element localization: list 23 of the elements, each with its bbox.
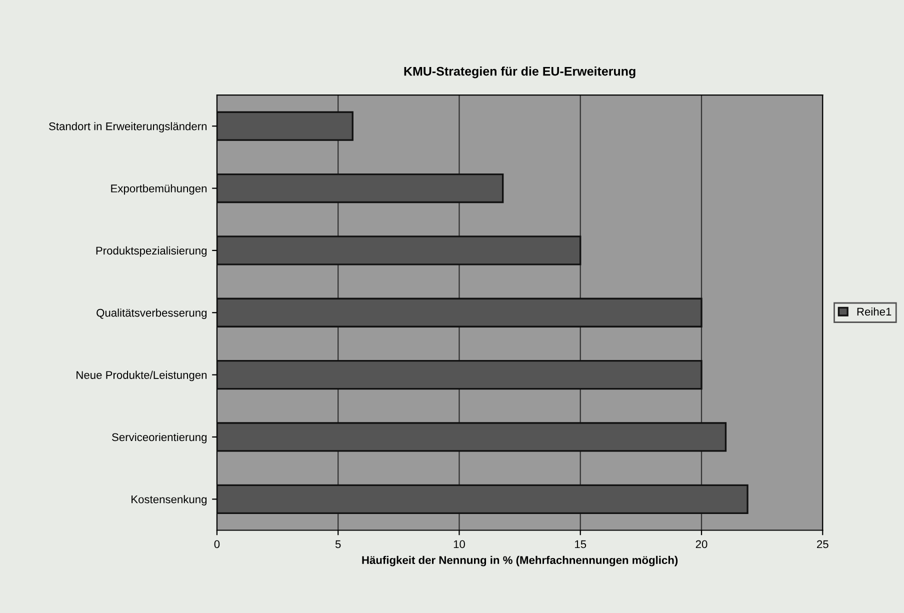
- y-tick-label: Serviceorientierung: [112, 432, 207, 444]
- bar: [216, 236, 582, 266]
- x-tick-label: 0: [214, 540, 220, 548]
- x-tick-label: 5: [335, 540, 341, 548]
- y-tick-label: Qualitätsverbesserung: [96, 308, 207, 319]
- y-tick-label: Kostensenkung: [132, 495, 207, 506]
- y-tick-label: Standort in Erweiterungsländern: [49, 122, 207, 132]
- bar: [216, 173, 504, 204]
- bar: [216, 298, 702, 328]
- y-tick-label: Neue Produkte/Leistungen: [76, 370, 207, 382]
- chart-title: KMU-Strategien für die EU-Erweiterung: [404, 66, 636, 78]
- y-tick-label: Produktspezialisierung: [96, 246, 207, 257]
- x-tick-label: 25: [817, 540, 828, 548]
- bar: [216, 111, 354, 141]
- x-tick-label: 15: [575, 540, 586, 548]
- x-axis-title: Häufigkeit der Nennung in % (Mehrfachnennungen möglich): [362, 556, 678, 566]
- legend-label: Reihe1: [857, 307, 892, 316]
- bar: [216, 422, 727, 452]
- bar: [216, 360, 702, 390]
- x-tick-label: 10: [454, 540, 465, 548]
- y-tick-label: Exportbemühungen: [111, 184, 207, 195]
- bar: [216, 484, 748, 514]
- x-tick-label: 20: [696, 540, 708, 548]
